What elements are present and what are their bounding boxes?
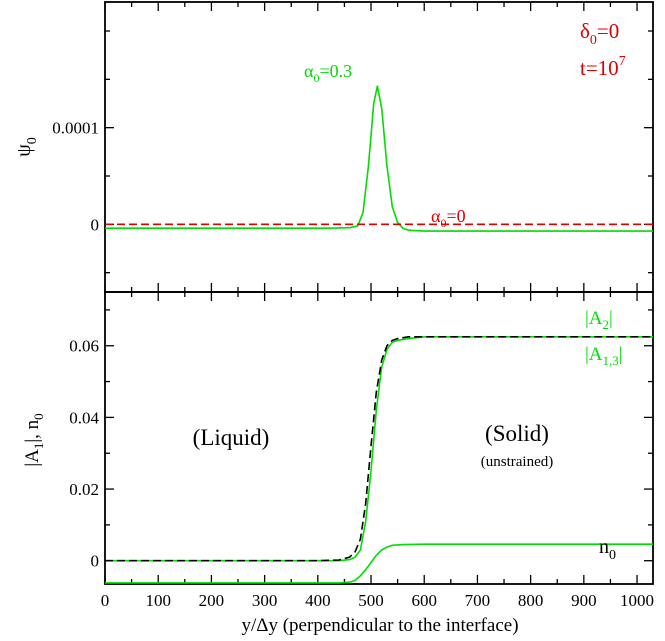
- x-tick-label: 600: [411, 591, 437, 610]
- series-n0: [105, 543, 653, 584]
- x-tick-label: 500: [358, 591, 384, 610]
- annotation-unstrained: (unstrained): [481, 454, 553, 470]
- top-ylabel-main: ψ: [13, 144, 35, 157]
- top-y-axis-label: ψ0: [13, 137, 40, 157]
- annotation-solid: (Solid): [485, 421, 549, 446]
- top-ticks: 0 0.0001: [52, 2, 653, 292]
- svg-text:|A1|, n0: |A1|, n0: [22, 413, 46, 466]
- top-plot-frame: [104, 1, 654, 293]
- top-y-tick-label: 0.0001: [52, 119, 99, 138]
- x-tick-label: 800: [518, 591, 544, 610]
- bottom-y-tick-label: 0.06: [69, 337, 99, 356]
- top-y-tick-label: 0: [91, 215, 100, 234]
- top-panel: 00.0001 ψ0 α0=0.3 α0=0 δ0=0 t=107: [13, 1, 654, 293]
- series--a2-: [105, 335, 653, 562]
- bottom-series: [105, 335, 653, 584]
- x-axis-label: y/Δy (perpendicular to the interface): [241, 615, 518, 636]
- label-n0: n0: [599, 536, 616, 563]
- x-tick-label: 1000: [620, 591, 654, 610]
- x-tick-label: 100: [145, 591, 171, 610]
- series--0-0-3: [105, 85, 653, 232]
- bottom-plot-frame: [104, 291, 654, 585]
- x-tick-label: 900: [571, 591, 597, 610]
- bottom-y-axis-label: |A1|, n0: [22, 413, 46, 466]
- annotation-delta-0: δ0=0: [580, 19, 619, 48]
- annotation-alpha-0: α0=0: [431, 206, 466, 230]
- x-tick-label: 300: [252, 591, 278, 610]
- bottom-y-tick-label: 0: [91, 552, 100, 571]
- top-ylabel-sub: 0: [25, 137, 40, 144]
- x-tick-label: 400: [305, 591, 331, 610]
- x-tick-label: 700: [465, 591, 491, 610]
- svg-text:ψ0: ψ0: [13, 137, 40, 157]
- label-a13: |A1,3|: [585, 344, 623, 368]
- bottom-y-tick-label: 0.02: [69, 480, 99, 499]
- series--a1-3-: [105, 335, 653, 562]
- top-series: [105, 85, 653, 232]
- annotation-liquid: (Liquid): [193, 425, 270, 450]
- bottom-ticks: 0 100 200 300 400 500 600 700 800 900 1000 0 0.02 0.0…: [69, 292, 654, 610]
- bottom-panel: 0 100 200 300 400 500 600 700 800 900 1000 0 0.02 0.0…: [22, 291, 654, 636]
- annotation-time: t=107: [580, 54, 626, 80]
- bottom-y-tick-label: 0.04: [69, 408, 99, 427]
- x-tick-label: 0: [101, 591, 110, 610]
- annotation-alpha-0-3: α0=0.3: [304, 61, 352, 85]
- label-a2: |A2|: [585, 308, 613, 332]
- x-tick-label: 200: [199, 591, 225, 610]
